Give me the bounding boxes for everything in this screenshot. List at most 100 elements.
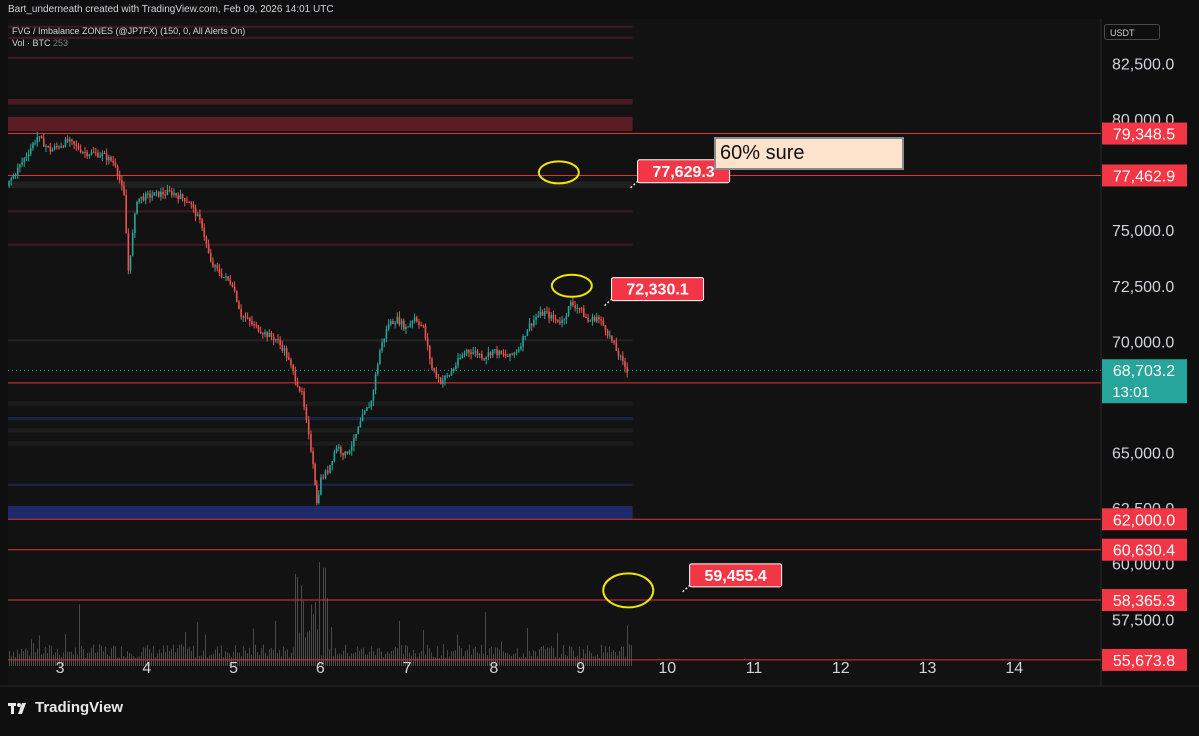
volume-bar — [133, 656, 134, 666]
highlight-circles-layer — [537, 160, 655, 609]
candle-body — [528, 323, 531, 330]
candle-body — [75, 144, 78, 146]
volume-bar — [413, 649, 414, 666]
candle-body — [582, 308, 585, 317]
price-chart[interactable]: 77,629.372,330.159,455.4 82,500.080,000.… — [0, 19, 1199, 731]
candle-body — [552, 315, 555, 319]
volume-bar — [125, 657, 126, 666]
volume-bar — [331, 627, 332, 666]
volume-bar — [613, 649, 614, 666]
candle-body — [437, 377, 440, 379]
volume-bar — [497, 647, 498, 666]
volume-bar — [477, 652, 478, 666]
volume-bar — [163, 645, 164, 666]
candle-body — [233, 286, 236, 292]
volume-bar — [105, 646, 106, 666]
volume-bar — [583, 649, 584, 666]
time-tick-label: 14 — [1005, 660, 1023, 677]
volume-bar — [221, 645, 222, 666]
level-price-tag — [1102, 508, 1187, 531]
volume-bar — [599, 657, 600, 666]
candle-body — [173, 193, 175, 195]
volume-bar — [527, 628, 528, 666]
currency-selector[interactable]: USDT — [1104, 24, 1160, 40]
volume-bar — [625, 656, 626, 666]
candle-body — [34, 142, 36, 144]
candle-body — [45, 145, 47, 147]
price-callout-box — [611, 277, 705, 302]
fvg-indicator-label[interactable]: FVG / Imbalance ZONES (@JP7FX) (150, 0, … — [12, 26, 246, 36]
level-price-tag — [1102, 122, 1187, 145]
volume-bar — [379, 647, 380, 666]
price-callout-box — [637, 159, 731, 184]
level-price-label: 77,462.9 — [1113, 168, 1175, 185]
candle-body — [402, 320, 405, 330]
volume-bar — [301, 585, 302, 666]
volume-bar — [581, 657, 582, 666]
volume-bar — [555, 656, 556, 666]
candle-body — [535, 316, 537, 320]
volume-bar — [467, 649, 468, 666]
candle-body — [507, 355, 509, 357]
tradingview-footer[interactable]: TradingView — [8, 699, 123, 716]
time-axis-ticks: 3 4 5 6 7 8 9 10 11 12 13 14 — [56, 660, 1024, 677]
volume-bar — [97, 651, 98, 666]
volume-bar — [9, 651, 10, 666]
volume-bar — [231, 657, 232, 666]
volume-bar — [51, 645, 52, 666]
candle-body — [392, 321, 394, 324]
candle-body — [314, 464, 316, 486]
candle-body — [301, 391, 303, 393]
candle-body — [431, 358, 433, 369]
candle-body — [478, 354, 481, 356]
level-price-tag — [1102, 648, 1187, 671]
volume-indicator-label[interactable]: Vol · BTC 253 — [12, 38, 68, 48]
candle-body — [500, 350, 503, 354]
candle-body — [595, 317, 598, 322]
volume-bar — [377, 648, 378, 666]
candle-body — [463, 353, 466, 356]
candle-body — [541, 311, 544, 316]
candle-body — [461, 355, 464, 359]
candle-body — [203, 228, 206, 237]
candle-body — [86, 152, 88, 156]
candle-body — [429, 345, 431, 359]
candle-body — [62, 146, 65, 148]
candle-body — [136, 201, 138, 214]
candle-body — [578, 307, 581, 309]
volume-bar — [317, 629, 318, 666]
volume-bar — [149, 649, 150, 666]
candle-body — [231, 284, 234, 287]
candle-body — [442, 380, 444, 384]
level-price-label: 60,630.4 — [1113, 543, 1175, 560]
highlight-circle — [602, 572, 655, 609]
volume-bar — [275, 620, 276, 666]
volume-bar — [545, 648, 546, 666]
candle-body — [12, 175, 15, 179]
candle-body — [556, 319, 559, 322]
candle-body — [205, 236, 208, 244]
candle-body — [138, 198, 141, 202]
volume-bar — [437, 645, 438, 666]
volume-bar — [499, 649, 500, 666]
candle-body — [95, 152, 97, 154]
volume-bar — [143, 647, 144, 666]
volume-bar — [587, 645, 588, 666]
candle-body — [387, 324, 390, 330]
candle-body — [324, 470, 327, 478]
candle-body — [266, 332, 268, 338]
volume-bar — [481, 644, 482, 666]
candle-body — [216, 265, 219, 269]
volume-bar — [187, 648, 188, 666]
candle-body — [539, 311, 542, 316]
volume-bar — [357, 646, 358, 666]
candle-body — [8, 180, 10, 186]
candle-body — [242, 316, 245, 318]
volume-bar — [181, 644, 182, 666]
volume-bar — [417, 656, 418, 666]
volume-bar — [429, 647, 430, 666]
volume-bar — [531, 655, 532, 666]
candle-body — [51, 149, 54, 152]
candle-body — [513, 352, 516, 355]
note-text-box[interactable]: 60% sure — [714, 137, 904, 170]
